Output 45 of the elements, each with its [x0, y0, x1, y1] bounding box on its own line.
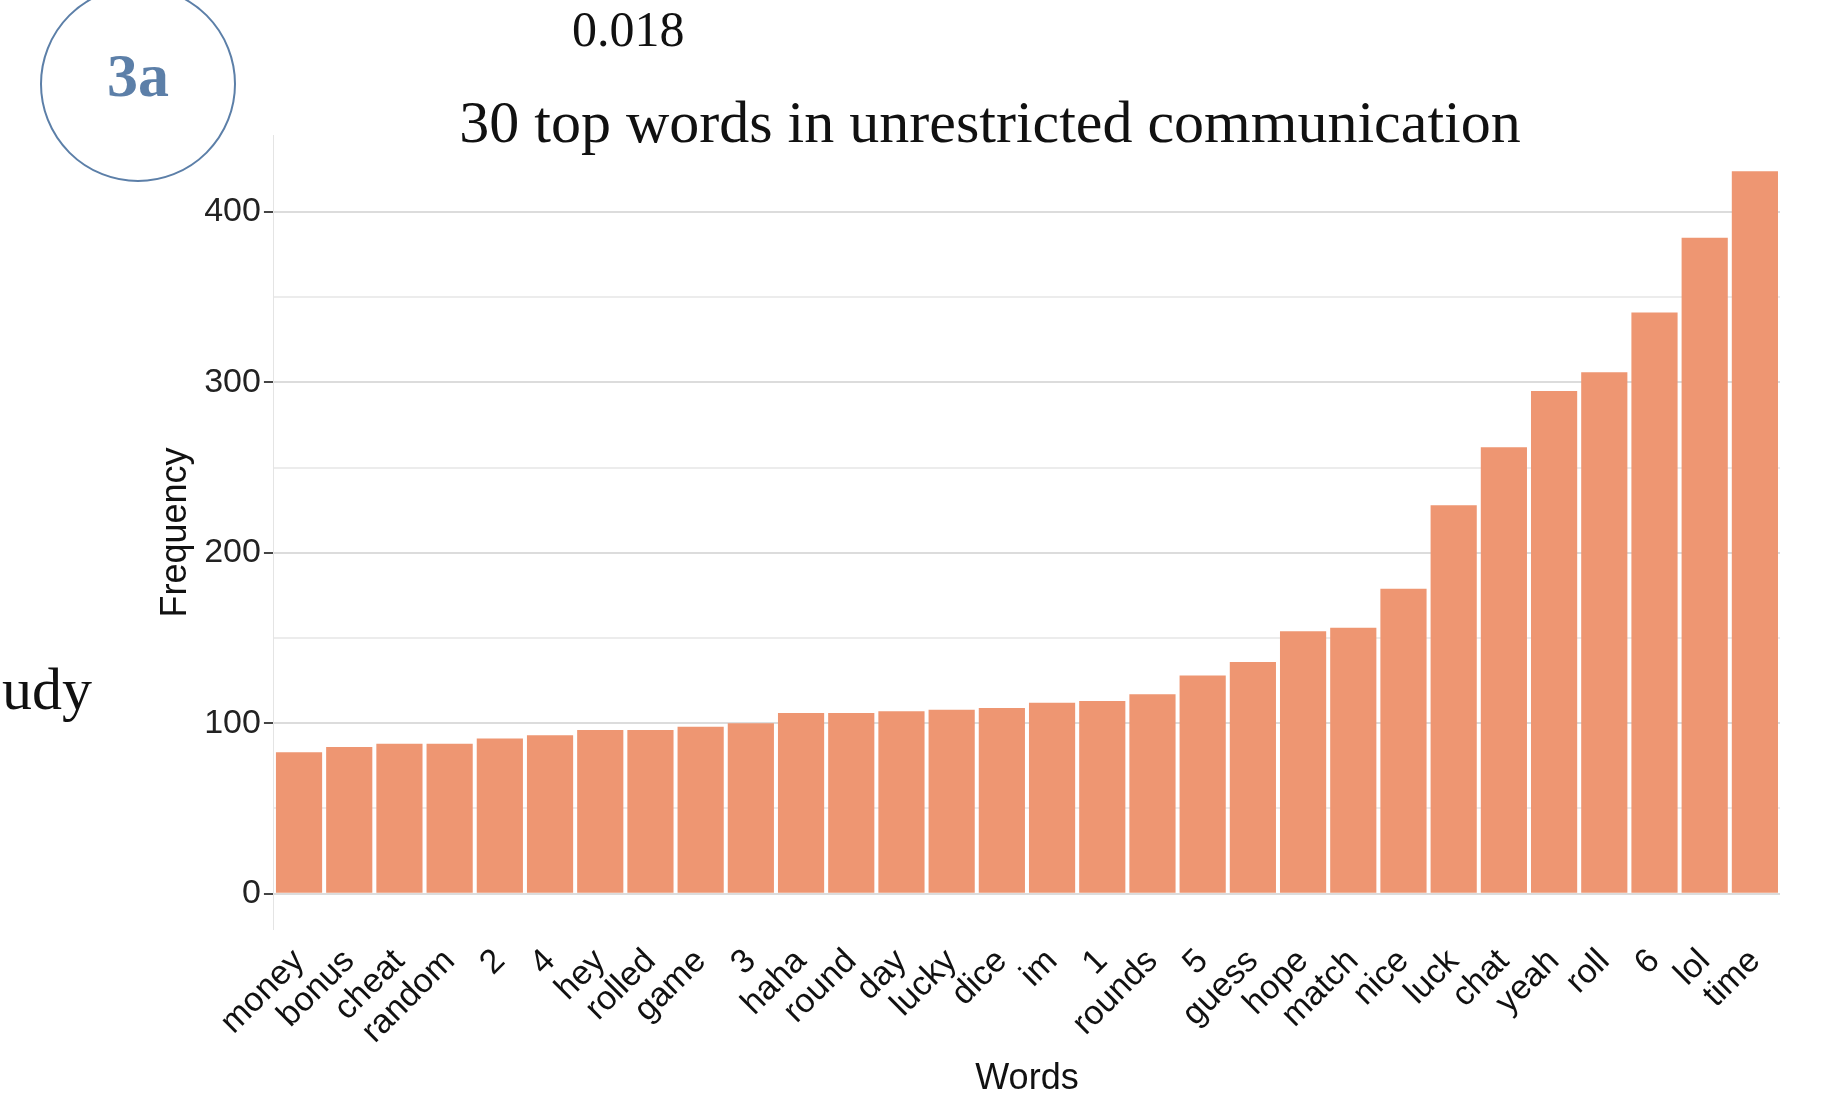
bar [1531, 390, 1578, 893]
chart-title: 30 top words in unrestricted communication [458, 88, 1522, 157]
bar [1279, 631, 1327, 893]
bar [1129, 694, 1176, 893]
bar [828, 713, 875, 893]
bar [577, 730, 624, 893]
x-tick-label: im [1011, 940, 1064, 993]
bar [777, 713, 825, 893]
y-tick-label: 100 [204, 701, 261, 740]
x-tick-label: 2 [471, 940, 512, 981]
bar [1229, 661, 1276, 893]
bar [978, 707, 1025, 893]
bar [928, 709, 975, 893]
x-tick-label: 6 [1625, 940, 1667, 981]
text: 3a [106, 40, 170, 111]
bar [376, 743, 423, 893]
bar [1581, 372, 1628, 893]
bar [1631, 312, 1678, 893]
x-tick-label: 4 [521, 940, 562, 981]
bar [1079, 701, 1126, 893]
bar [1480, 447, 1527, 893]
bar [878, 711, 925, 893]
bar [1179, 675, 1226, 893]
x-axis-title: Words [975, 1056, 1079, 1098]
y-tick-label: 200 [204, 531, 261, 570]
bar [727, 723, 774, 893]
y-tick-label: 0 [242, 872, 261, 911]
text: udy [2, 655, 92, 724]
y-axis-title: Frequency [152, 447, 194, 618]
bar [677, 726, 724, 893]
bar [1430, 505, 1477, 893]
y-tick-label: 300 [204, 360, 261, 399]
bar [1731, 171, 1778, 893]
text: 0.018 [572, 0, 685, 58]
bar [1330, 627, 1377, 893]
bar [1028, 702, 1076, 893]
bar [426, 743, 473, 893]
bar [627, 730, 674, 893]
y-tick-label: 400 [204, 190, 261, 229]
bar [1380, 588, 1427, 893]
bar [275, 752, 323, 893]
bar [526, 735, 574, 893]
bar [326, 747, 373, 893]
bar [476, 738, 523, 893]
bar [1681, 237, 1728, 893]
